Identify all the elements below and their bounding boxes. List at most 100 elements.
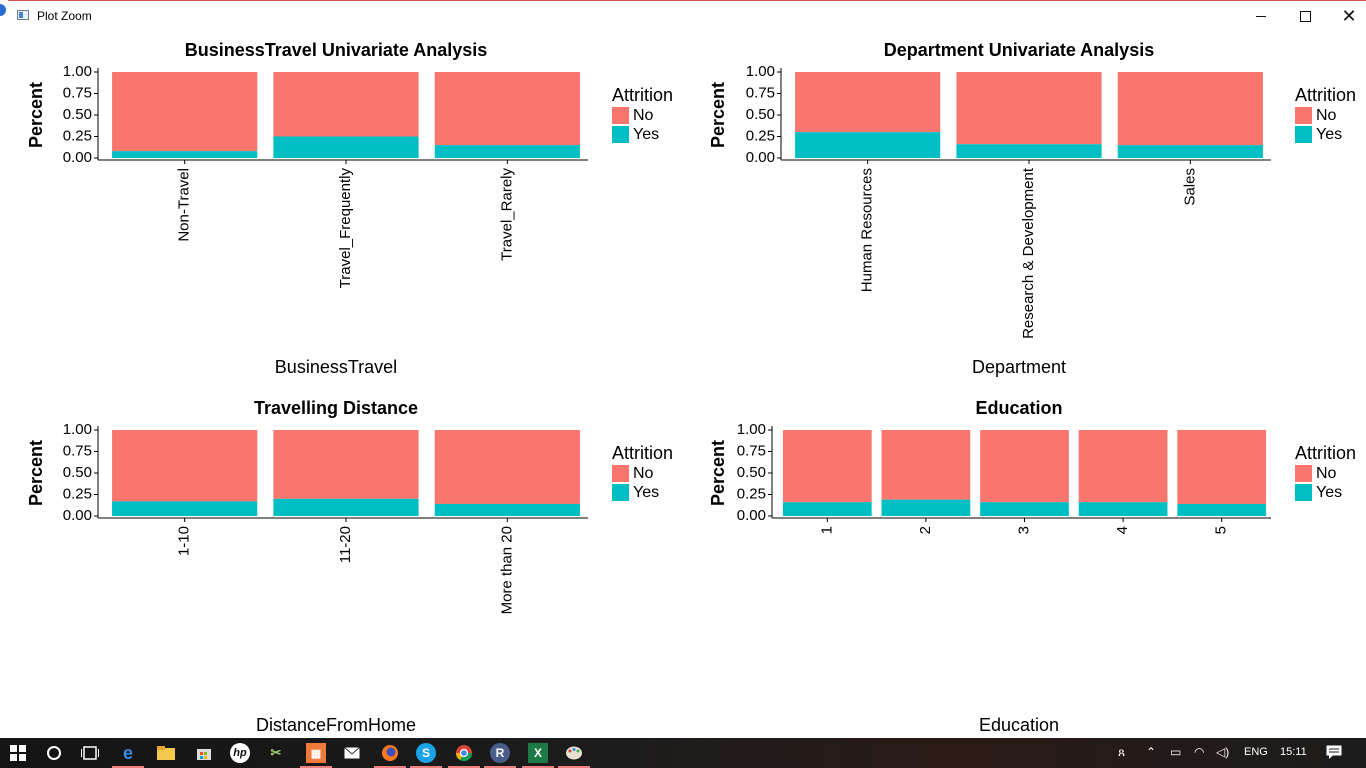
chart-2-x-tick-label: Sales <box>1181 168 1198 206</box>
chart-1-bar-yes <box>434 145 580 158</box>
chart-1-bar-yes <box>273 136 419 158</box>
chart-3-x-axis-label: DistanceFromHome <box>256 715 416 735</box>
skype-icon[interactable]: S <box>410 743 442 768</box>
firefox-icon[interactable] <box>374 743 406 768</box>
chart-2-bar-no <box>795 72 941 133</box>
language-indicator[interactable]: ENG <box>1244 746 1268 758</box>
chart-1-y-tick-label: 0.75 <box>63 84 92 101</box>
chart-4-bar-no <box>1177 430 1267 504</box>
chart-4-x-tick-label: 2 <box>917 526 934 534</box>
chart-3-title: Travelling Distance <box>254 398 418 418</box>
r-icon[interactable]: R <box>484 743 516 768</box>
chart-1-x-tick-label: Non-Travel <box>176 168 193 242</box>
chart-2-bar-yes <box>1117 145 1263 158</box>
chart-4-bar-yes <box>1078 502 1168 516</box>
chart-1-y-tick-label: 0.00 <box>63 149 92 166</box>
paint-icon[interactable] <box>558 743 590 768</box>
close-button[interactable]: ✕ <box>1326 1 1366 31</box>
chart-3-y-tick-label: 1.00 <box>63 421 92 438</box>
chart-3-legend-label-no: No <box>633 465 654 482</box>
chart-2-legend-swatch-yes <box>1295 126 1312 143</box>
window-title: Plot Zoom <box>37 9 92 23</box>
people-icon[interactable]: ጸ <box>1118 745 1126 759</box>
store-icon[interactable] <box>194 743 214 763</box>
tray-chevron-up-icon[interactable]: ⌃ <box>1146 745 1157 759</box>
chart-2-legend-label-no: No <box>1316 107 1337 124</box>
chart-4-y-axis-label: Percent <box>708 440 728 506</box>
orange-app-icon[interactable]: ▦ <box>300 743 332 768</box>
chart-3-legend-swatch-yes <box>612 484 629 501</box>
windows-start-icon[interactable] <box>8 743 28 763</box>
notifications-icon[interactable] <box>1326 745 1342 762</box>
chart-2-y-tick-label: 1.00 <box>746 63 775 80</box>
edge-browser-icon[interactable]: e <box>112 743 144 768</box>
chart-1-legend-label-no: No <box>633 107 654 124</box>
chart-4-bar-no <box>881 430 971 500</box>
chart-3-y-axis-label: Percent <box>26 440 46 506</box>
chart-1-legend-title: Attrition <box>612 85 673 105</box>
maximize-icon <box>1299 10 1311 22</box>
chart-2-x-axis-label: Department <box>972 357 1066 377</box>
chart-2-title: Department Univariate Analysis <box>884 40 1154 60</box>
maximize-button[interactable] <box>1282 1 1328 31</box>
taskbar: e hp ✂ ▦ S R X ጸ ⌃ ▭ ◠ ◁) ENG 15:11 <box>0 738 1366 768</box>
file-explorer-icon[interactable] <box>156 743 176 763</box>
chart-4-bar-no <box>980 430 1069 503</box>
mail-icon[interactable] <box>342 743 362 763</box>
chart-4-y-tick-label: 0.25 <box>737 485 766 502</box>
minimize-icon <box>1256 15 1266 17</box>
title-bar[interactable]: Plot Zoom ✕ <box>8 1 1366 31</box>
chart-4-y-tick-label: 0.00 <box>737 507 766 524</box>
chart-2-bar-no <box>956 72 1102 145</box>
chrome-icon[interactable] <box>448 743 480 768</box>
chart-2-y-tick-label: 0.50 <box>746 106 775 123</box>
chart-3-bar-yes <box>273 498 419 516</box>
volume-icon[interactable]: ◁) <box>1216 745 1230 759</box>
chart-1-y-tick-label: 1.00 <box>63 63 92 80</box>
chart-4-bar-yes <box>881 499 971 516</box>
chart-3-legend-swatch-no <box>612 465 629 482</box>
close-icon: ✕ <box>1341 6 1357 26</box>
chart-1-bar-yes <box>112 151 258 158</box>
chart-2-y-tick-label: 0.75 <box>746 84 775 101</box>
tool-icon[interactable]: ✂ <box>270 745 282 760</box>
chart-3-x-tick-label: More than 20 <box>498 526 515 614</box>
clock[interactable]: 15:11 <box>1280 746 1307 758</box>
chart-1-title: BusinessTravel Univariate Analysis <box>185 40 487 60</box>
chart-4-legend-swatch-no <box>1295 465 1312 482</box>
chart-3-bar-yes <box>434 503 580 516</box>
chart-2-y-tick-label: 0.00 <box>746 149 775 166</box>
chart-4-title: Education <box>975 398 1062 418</box>
chart-4-bar-yes <box>1177 503 1267 516</box>
wifi-icon[interactable]: ◠ <box>1194 745 1205 759</box>
task-view-icon[interactable] <box>80 743 100 763</box>
chart-4-legend-title: Attrition <box>1295 443 1356 463</box>
chart-3-x-tick-label: 1-10 <box>176 526 193 556</box>
chart-2-legend-swatch-no <box>1295 107 1312 124</box>
chart-2-x-tick-label: Human Resources <box>859 168 876 292</box>
chart-3-y-tick-label: 0.50 <box>63 464 92 481</box>
excel-icon[interactable]: X <box>522 743 554 768</box>
chart-3-bar-no <box>273 430 419 499</box>
window-app-icon <box>17 10 29 20</box>
chart-2-bar-no <box>1117 72 1263 146</box>
minimize-button[interactable] <box>1238 1 1284 31</box>
chart-4-y-tick-label: 1.00 <box>737 421 766 438</box>
chart-4-x-tick-label: 1 <box>818 526 835 534</box>
chart-3-y-tick-label: 0.00 <box>63 507 92 524</box>
chart-2-x-tick-label: Research & Development <box>1020 167 1037 339</box>
desktop-edge <box>0 0 8 738</box>
chart-4-bar-yes <box>782 502 872 516</box>
chart-4-x-tick-label: 3 <box>1015 526 1032 534</box>
chart-4-legend-label-no: No <box>1316 465 1337 482</box>
chart-3-bar-no <box>112 430 258 502</box>
chart-1-bar-no <box>273 72 419 137</box>
chart-4-x-tick-label: 5 <box>1213 526 1230 534</box>
hp-icon[interactable]: hp <box>230 743 250 763</box>
chart-1-y-tick-label: 0.25 <box>63 127 92 144</box>
chart-2-y-tick-label: 0.25 <box>746 127 775 144</box>
cortana-circle-icon[interactable] <box>44 743 64 763</box>
battery-icon[interactable]: ▭ <box>1170 745 1182 759</box>
chart-2-bar-yes <box>956 144 1102 158</box>
chart-4-bar-yes <box>980 502 1069 516</box>
